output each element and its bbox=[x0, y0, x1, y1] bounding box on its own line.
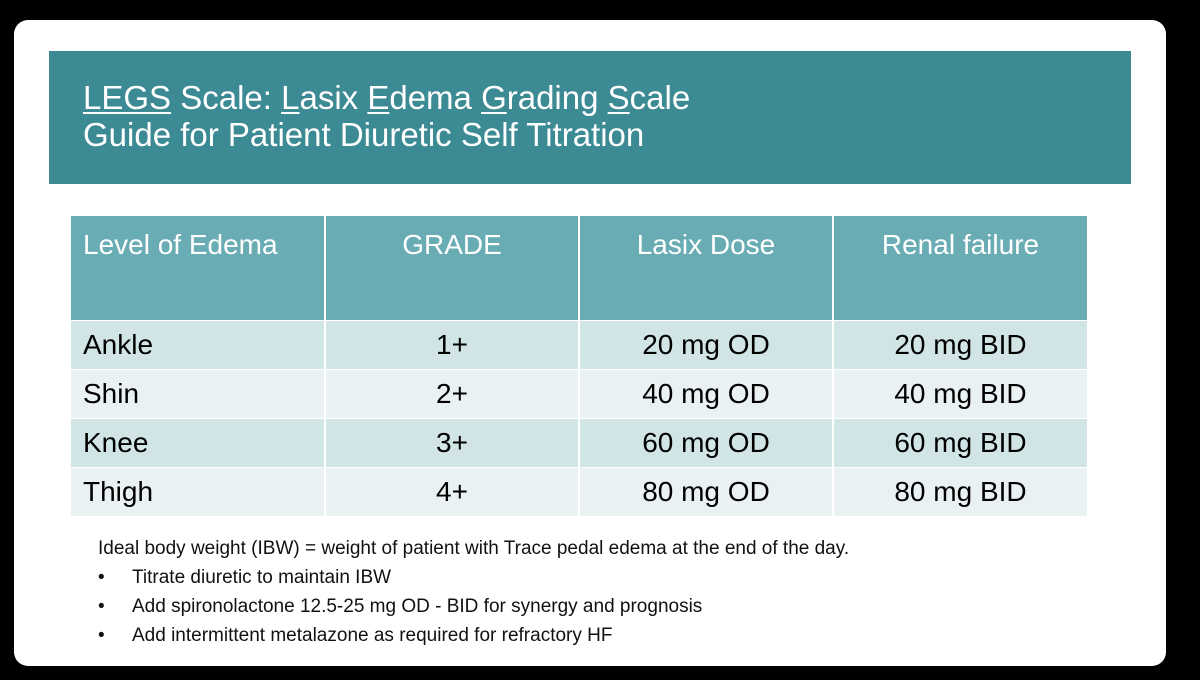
title-text-part: rading bbox=[506, 79, 608, 116]
ibw-definition: Ideal body weight (IBW) = weight of pati… bbox=[98, 538, 850, 559]
bullet-icon: • bbox=[98, 625, 105, 646]
cell-level: Knee bbox=[71, 418, 326, 468]
table-row: Ankle 1+ 20 mg OD 20 mg BID bbox=[71, 320, 1087, 370]
title-text-part: dema bbox=[389, 79, 482, 116]
list-item: • Titrate diuretic to maintain IBW bbox=[98, 563, 849, 592]
bullet-icon: • bbox=[98, 567, 105, 588]
header-level-of-edema: Level of Edema bbox=[71, 216, 326, 321]
title-mnemonic-letter: L bbox=[281, 79, 300, 116]
list-item: • Add spironolactone 12.5-25 mg OD - BID… bbox=[98, 592, 849, 621]
header-lasix-dose: Lasix Dose bbox=[579, 216, 834, 321]
cell-lasix-dose: 40 mg OD bbox=[579, 369, 834, 419]
bullet-text: Add spironolactone 12.5-25 mg OD - BID f… bbox=[132, 596, 703, 617]
cell-lasix-dose: 60 mg OD bbox=[579, 418, 834, 468]
cell-grade: 2+ bbox=[325, 369, 580, 419]
header-renal-failure: Renal failure bbox=[833, 216, 1087, 321]
title-mnemonic-letter: E bbox=[367, 79, 390, 116]
title-line-1: LEGS Scale: Lasix Edema Grading Scale bbox=[83, 79, 690, 116]
legs-table: Level of Edema GRADE Lasix Dose Renal fa… bbox=[71, 216, 1087, 516]
bullet-text: Add intermittent metalazone as required … bbox=[132, 625, 613, 646]
slide-card: LEGS Scale: Lasix Edema Grading Scale Gu… bbox=[14, 20, 1166, 666]
table-header-row: Level of Edema GRADE Lasix Dose Renal fa… bbox=[71, 216, 1087, 321]
table-row: Shin 2+ 40 mg OD 40 mg BID bbox=[71, 369, 1087, 419]
table-row: Thigh 4+ 80 mg OD 80 mg BID bbox=[71, 467, 1087, 516]
bullet-icon: • bbox=[98, 596, 105, 617]
table-row: Knee 3+ 60 mg OD 60 mg BID bbox=[71, 418, 1087, 468]
title-text-part: asix bbox=[299, 79, 368, 116]
bullet-list: • Titrate diuretic to maintain IBW • Add… bbox=[98, 563, 849, 650]
cell-renal-failure: 60 mg BID bbox=[833, 418, 1087, 468]
title-text-part: Scale: bbox=[171, 79, 282, 116]
title-text-part: cale bbox=[629, 79, 691, 116]
title-mnemonic-letter: S bbox=[607, 79, 630, 116]
cell-grade: 3+ bbox=[325, 418, 580, 468]
cell-level: Ankle bbox=[71, 320, 326, 370]
title-mnemonic-letter: LEGS bbox=[83, 79, 172, 116]
list-item: • Add intermittent metalazone as require… bbox=[98, 621, 849, 650]
cell-grade: 4+ bbox=[325, 467, 580, 516]
cell-lasix-dose: 20 mg OD bbox=[579, 320, 834, 370]
title-line-2: Guide for Patient Diuretic Self Titratio… bbox=[83, 116, 645, 153]
cell-grade: 1+ bbox=[325, 320, 580, 370]
cell-renal-failure: 40 mg BID bbox=[833, 369, 1087, 419]
title-banner: LEGS Scale: Lasix Edema Grading Scale Gu… bbox=[49, 51, 1131, 184]
cell-lasix-dose: 80 mg OD bbox=[579, 467, 834, 516]
notes-block: Ideal body weight (IBW) = weight of pati… bbox=[98, 534, 849, 650]
slide-title: LEGS Scale: Lasix Edema Grading Scale Gu… bbox=[83, 79, 690, 153]
header-grade: GRADE bbox=[325, 216, 580, 321]
cell-renal-failure: 20 mg BID bbox=[833, 320, 1087, 370]
title-mnemonic-letter: G bbox=[481, 79, 507, 116]
cell-level: Thigh bbox=[71, 467, 326, 516]
bullet-text: Titrate diuretic to maintain IBW bbox=[132, 567, 392, 588]
cell-level: Shin bbox=[71, 369, 326, 419]
cell-renal-failure: 80 mg BID bbox=[833, 467, 1087, 516]
